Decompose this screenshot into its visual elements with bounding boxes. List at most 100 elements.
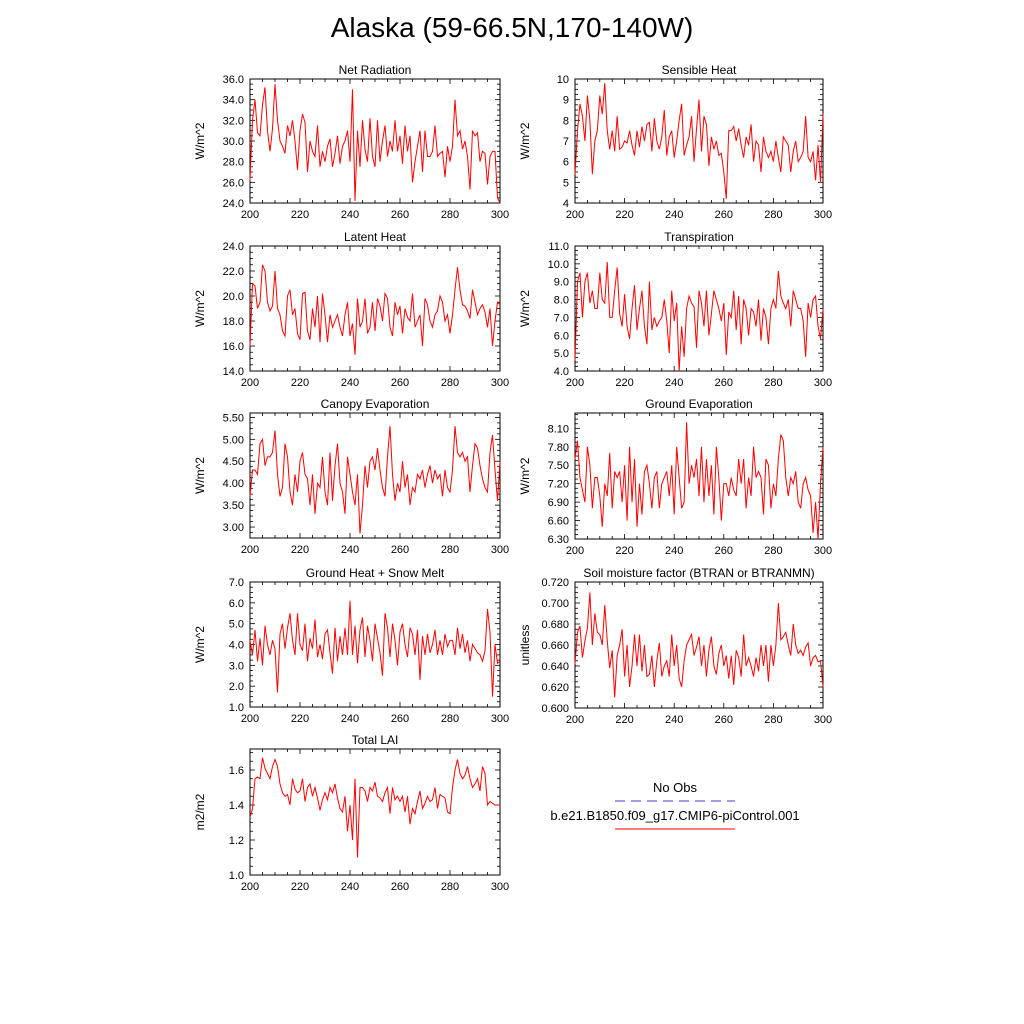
series-line <box>574 262 824 372</box>
plot-frame <box>249 581 501 708</box>
y-tick-label: 7 <box>563 136 569 148</box>
x-tick-label: 280 <box>441 713 459 725</box>
y-tick-label: 1.6 <box>229 765 244 777</box>
legend-entry-label: b.e21.B1850.f09_g17.CMIP6-piControl.001 <box>550 808 799 823</box>
x-tick-label: 260 <box>391 209 409 221</box>
y-tick-label: 24.0 <box>223 241 244 253</box>
y-tick-label: 4.50 <box>223 456 244 468</box>
x-tick-label: 260 <box>715 209 733 221</box>
x-tick-label: 220 <box>615 545 633 557</box>
y-axis-label: W/m^2 <box>193 626 207 663</box>
x-tick-label: 220 <box>291 881 309 893</box>
y-tick-label: 10.0 <box>548 259 569 271</box>
x-tick-label: 260 <box>391 881 409 893</box>
y-tick-label: 3.0 <box>229 660 244 672</box>
x-tick-label: 200 <box>241 544 259 556</box>
y-tick-label: 26.0 <box>223 177 244 189</box>
y-tick-label: 3.00 <box>223 522 244 534</box>
y-tick-label: 3.50 <box>223 500 244 512</box>
y-tick-label: 7.0 <box>229 577 244 589</box>
y-axis-label: m2/m2 <box>193 793 207 830</box>
panel-title: Ground Heat + Snow Melt <box>306 566 445 580</box>
x-tick-label: 240 <box>341 377 359 389</box>
x-tick-label: 240 <box>341 713 359 725</box>
panel-title: Total LAI <box>352 733 399 747</box>
y-tick-label: 6.0 <box>229 598 244 610</box>
y-tick-label: 11.0 <box>548 241 569 253</box>
x-tick-label: 300 <box>814 545 832 557</box>
y-tick-label: 1.4 <box>229 800 244 812</box>
series-line <box>249 757 500 858</box>
y-tick-label: 24.0 <box>223 198 244 210</box>
y-tick-label: 5 <box>563 177 569 189</box>
x-tick-label: 280 <box>441 881 459 893</box>
x-tick-label: 220 <box>291 377 309 389</box>
y-axis-label: W/m^2 <box>193 457 207 494</box>
chart-panel-4: Transpiration W/m^2 200 220 240 260 280 300 4.0 5… <box>518 230 832 389</box>
y-tick-label: 5.0 <box>229 619 244 631</box>
y-axis-label: unitless <box>518 625 532 666</box>
series-line <box>249 264 501 355</box>
x-tick-label: 260 <box>391 377 409 389</box>
y-tick-label: 0.620 <box>541 682 569 694</box>
y-tick-label: 7.50 <box>548 460 569 472</box>
panel-title: Net Radiation <box>339 63 412 77</box>
x-tick-label: 280 <box>764 377 782 389</box>
x-tick-label: 220 <box>291 209 309 221</box>
x-tick-label: 200 <box>241 713 259 725</box>
plot-frame <box>574 581 824 709</box>
series-line <box>249 426 501 534</box>
x-tick-label: 280 <box>764 714 782 726</box>
x-tick-label: 280 <box>764 209 782 221</box>
page-title: Alaska (59-66.5N,170-140W) <box>330 12 694 43</box>
chart-panel-3: Latent Heat W/m^2 200 220 240 260 280 300 14.0 16… <box>193 230 509 389</box>
y-tick-label: 6.60 <box>548 516 569 528</box>
x-tick-label: 300 <box>491 881 509 893</box>
x-tick-label: 220 <box>291 713 309 725</box>
panel-title: Canopy Evaporation <box>321 397 430 411</box>
y-tick-label: 8.10 <box>548 423 569 435</box>
y-tick-label: 7.80 <box>548 442 569 454</box>
x-tick-label: 300 <box>491 209 509 221</box>
x-tick-label: 300 <box>491 377 509 389</box>
x-tick-label: 240 <box>665 545 683 557</box>
x-tick-label: 260 <box>715 377 733 389</box>
x-tick-label: 300 <box>491 713 509 725</box>
chart-panel-8: Soil moisture factor (BTRAN or BTRANMN) u… <box>518 566 832 726</box>
y-tick-label: 1.0 <box>229 702 244 714</box>
x-tick-label: 280 <box>441 209 459 221</box>
y-tick-label: 28.0 <box>223 157 244 169</box>
y-tick-label: 4.0 <box>554 366 569 378</box>
y-tick-label: 30.0 <box>223 136 244 148</box>
panel-title: Transpiration <box>664 230 734 244</box>
y-axis-label: W/m^2 <box>193 122 207 159</box>
y-tick-label: 9 <box>563 95 569 107</box>
x-tick-label: 300 <box>491 544 509 556</box>
y-tick-label: 0.600 <box>541 703 569 715</box>
x-tick-label: 200 <box>241 209 259 221</box>
y-axis-label: W/m^2 <box>518 122 532 159</box>
panel-title: Sensible Heat <box>662 63 737 77</box>
x-tick-label: 220 <box>615 714 633 726</box>
y-axis-label: W/m^2 <box>518 457 532 494</box>
legend: No Obs b.e21.B1850.f09_g17.CMIP6-piContro… <box>550 780 800 830</box>
chart-panel-9: Total LAI m2/m2 200 220 240 260 280 300 1.0 1.2 1.… <box>193 733 509 893</box>
legend-entry-label: No Obs <box>653 780 698 795</box>
y-tick-label: 8 <box>563 115 569 127</box>
x-tick-label: 240 <box>665 714 683 726</box>
y-tick-label: 1.2 <box>229 835 244 847</box>
y-tick-label: 0.660 <box>541 640 569 652</box>
y-tick-label: 4.00 <box>223 478 244 490</box>
x-tick-label: 200 <box>566 545 584 557</box>
y-axis-label: W/m^2 <box>518 290 532 327</box>
chart-panel-2: Sensible Heat W/m^2 200 220 240 260 280 300 4 5 6 7… <box>518 63 832 221</box>
y-axis-label: W/m^2 <box>193 290 207 327</box>
y-tick-label: 8.0 <box>554 295 569 307</box>
x-tick-label: 200 <box>241 377 259 389</box>
y-tick-label: 32.0 <box>223 115 244 127</box>
panel-title: Ground Evaporation <box>645 397 752 411</box>
x-tick-label: 220 <box>615 209 633 221</box>
x-tick-label: 260 <box>391 544 409 556</box>
y-tick-label: 14.0 <box>223 366 244 378</box>
